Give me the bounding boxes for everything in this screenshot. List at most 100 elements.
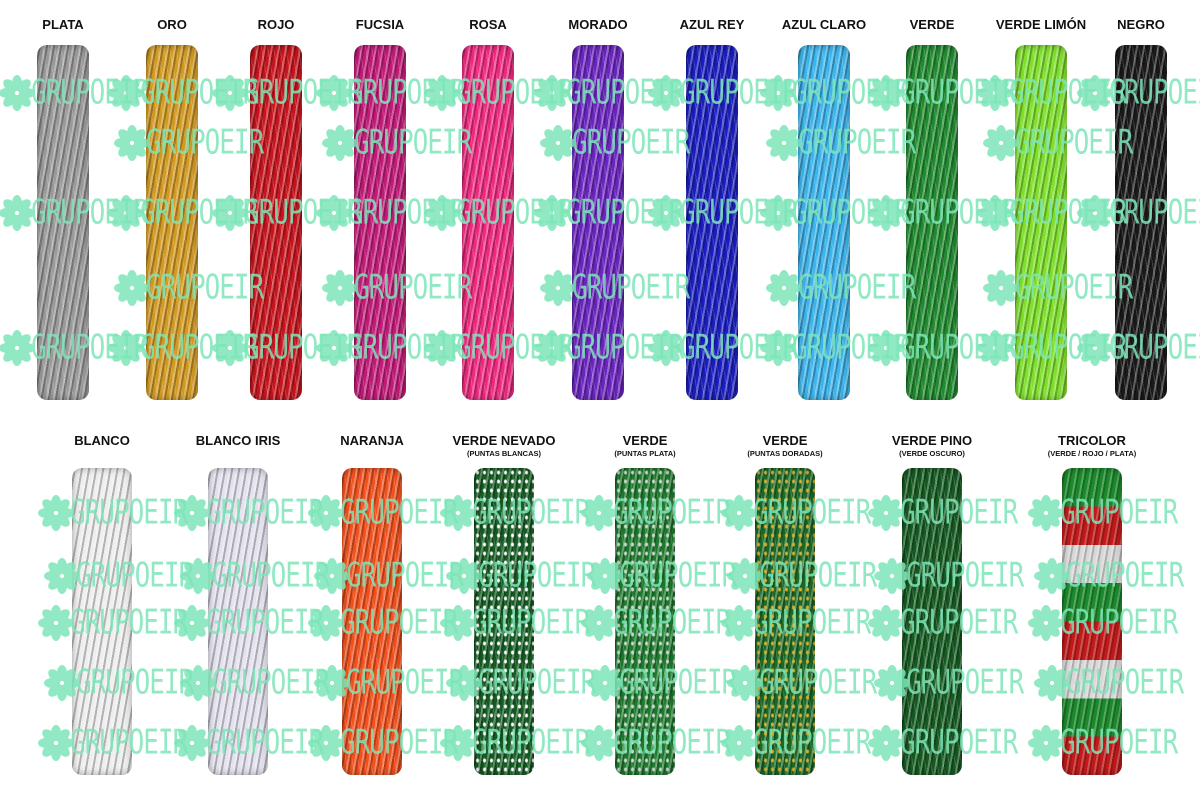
watermark-icon xyxy=(114,125,150,161)
garland xyxy=(354,45,406,400)
item-label: VERDE xyxy=(622,433,668,448)
item-label: NARANJA xyxy=(340,433,404,448)
watermark-icon xyxy=(424,75,460,111)
garland xyxy=(902,468,962,775)
watermark-icon xyxy=(760,75,796,111)
item-label: VERDE NEVADO xyxy=(452,433,556,448)
watermark-icon xyxy=(308,495,344,531)
watermark-icon xyxy=(534,75,570,111)
watermark-icon xyxy=(648,195,684,231)
watermark-icon xyxy=(983,270,1019,306)
garland xyxy=(1015,45,1067,400)
watermark-icon xyxy=(721,495,757,531)
watermark-icon xyxy=(540,270,576,306)
watermark-icon xyxy=(0,75,35,111)
watermark-icon xyxy=(114,270,150,306)
garland xyxy=(1115,45,1167,400)
watermark-icon xyxy=(174,605,210,641)
garland xyxy=(208,468,268,775)
watermark-icon xyxy=(766,125,802,161)
watermark-icon xyxy=(868,75,904,111)
watermark-icon xyxy=(108,330,144,366)
garland xyxy=(755,468,815,775)
garland xyxy=(615,468,675,775)
watermark-icon xyxy=(322,270,358,306)
item-label: VERDE xyxy=(762,433,808,448)
watermark-icon xyxy=(316,330,352,366)
item-label: BLANCO IRIS xyxy=(195,433,281,448)
garland xyxy=(906,45,958,400)
watermark-icon xyxy=(424,195,460,231)
watermark-icon xyxy=(1028,495,1064,531)
garland xyxy=(37,45,89,400)
item-sublabel: (PUNTAS BLANCAS) xyxy=(466,449,542,458)
watermark-icon xyxy=(0,330,35,366)
garland xyxy=(798,45,850,400)
watermark-icon xyxy=(212,195,248,231)
item-sublabel: (VERDE OSCURO) xyxy=(899,449,965,458)
watermark-icon xyxy=(581,495,617,531)
item-label: MORADO xyxy=(568,17,628,32)
item-label: AZUL REY xyxy=(679,17,745,32)
item-sublabel: (VERDE / ROJO / PLATA) xyxy=(1047,449,1137,458)
item-label: FUCSIA xyxy=(355,17,405,32)
watermark-icon xyxy=(0,195,35,231)
item-label: AZUL CLARO xyxy=(781,17,867,32)
item-label: ROSA xyxy=(469,17,507,32)
watermark-icon xyxy=(868,195,904,231)
watermark-icon xyxy=(212,330,248,366)
item-label: VERDE LIMÓN xyxy=(995,17,1087,32)
watermark-icon xyxy=(977,330,1013,366)
watermark-icon xyxy=(1028,725,1064,761)
watermark-icon xyxy=(316,195,352,231)
watermark-icon xyxy=(581,605,617,641)
watermark-icon xyxy=(440,725,476,761)
item-label: ROJO xyxy=(257,17,295,32)
garland xyxy=(342,468,402,775)
garland xyxy=(572,45,624,400)
watermark-icon xyxy=(648,330,684,366)
item-label: ORO xyxy=(157,17,187,32)
garland xyxy=(462,45,514,400)
watermark-icon xyxy=(983,125,1019,161)
watermark-icon xyxy=(868,605,904,641)
watermark-icon xyxy=(648,75,684,111)
watermark-icon xyxy=(1077,195,1113,231)
watermark-icon xyxy=(38,605,74,641)
item-label: VERDE xyxy=(909,17,955,32)
garland xyxy=(72,468,132,775)
watermark-icon xyxy=(1077,330,1113,366)
item-sublabel: (PUNTAS DORADAS) xyxy=(747,449,823,458)
watermark-icon xyxy=(212,75,248,111)
watermark-icon xyxy=(322,125,358,161)
watermark-icon xyxy=(977,195,1013,231)
watermark-icon xyxy=(174,495,210,531)
item-sublabel: (PUNTAS PLATA) xyxy=(614,449,676,458)
watermark-icon xyxy=(108,75,144,111)
watermark-icon xyxy=(540,125,576,161)
watermark-icon xyxy=(534,195,570,231)
item-label: TRICOLOR xyxy=(1058,433,1126,448)
garland xyxy=(686,45,738,400)
watermark-icon xyxy=(108,195,144,231)
watermark-icon xyxy=(868,725,904,761)
watermark-icon xyxy=(534,330,570,366)
garland xyxy=(1062,468,1122,775)
watermark-icon xyxy=(721,605,757,641)
watermark-icon xyxy=(308,725,344,761)
garland xyxy=(146,45,198,400)
watermark-icon xyxy=(766,270,802,306)
watermark-icon xyxy=(174,725,210,761)
watermark-icon xyxy=(1077,75,1113,111)
garland xyxy=(474,468,534,775)
item-label: PLATA xyxy=(42,17,84,32)
watermark-icon xyxy=(440,605,476,641)
watermark-icon xyxy=(868,495,904,531)
watermark-icon xyxy=(38,495,74,531)
watermark-icon xyxy=(316,75,352,111)
watermark-icon xyxy=(38,725,74,761)
watermark-icon xyxy=(424,330,460,366)
watermark-icon xyxy=(760,330,796,366)
watermark-icon xyxy=(868,330,904,366)
